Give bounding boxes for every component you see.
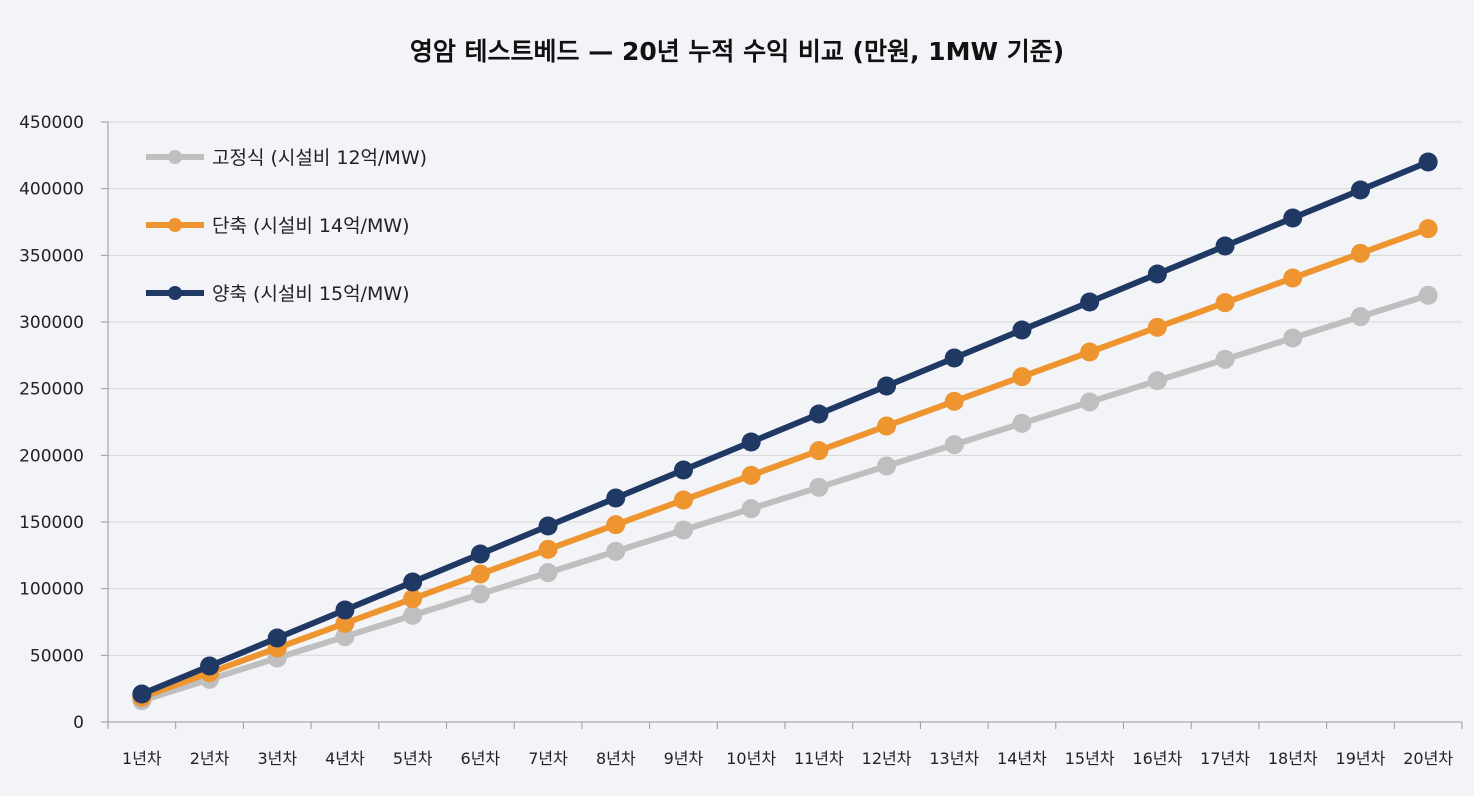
data-point [132, 684, 152, 704]
data-point [470, 544, 490, 564]
data-point [1080, 292, 1100, 312]
y-tick-label: 300000 [19, 313, 84, 333]
data-point [1283, 268, 1303, 288]
y-tick-label: 250000 [19, 380, 84, 400]
legend-swatch-marker [168, 150, 182, 164]
data-point [741, 432, 761, 452]
chart-title: 영암 테스트베드 — 20년 누적 수익 비교 (만원, 1MW 기준) [410, 37, 1064, 66]
data-point [1012, 413, 1032, 433]
x-tick-label: 14년차 [997, 749, 1047, 768]
x-tick-label: 11년차 [794, 749, 844, 768]
data-point [1350, 180, 1370, 200]
x-tick-label: 7년차 [528, 749, 568, 768]
data-point [606, 515, 626, 535]
data-point [1215, 349, 1235, 369]
data-point [1283, 328, 1303, 348]
y-tick-label: 150000 [19, 513, 84, 533]
x-tick-label: 6년차 [461, 749, 501, 768]
x-tick-label: 17년차 [1200, 749, 1250, 768]
series-line [140, 292, 1430, 704]
x-tick-label: 2년차 [190, 749, 230, 768]
y-tick-label: 200000 [19, 446, 84, 466]
data-point [1012, 367, 1032, 387]
y-tick-label: 350000 [19, 246, 84, 266]
data-point [470, 564, 490, 584]
y-tick-label: 450000 [19, 113, 84, 133]
data-point [1215, 236, 1235, 256]
series-0 [132, 285, 1438, 711]
data-point [809, 477, 829, 497]
x-tick-label: 12년차 [862, 749, 912, 768]
x-tick-label: 5년차 [393, 749, 433, 768]
data-point [1418, 219, 1438, 239]
data-point [877, 456, 897, 476]
data-point [403, 572, 423, 592]
x-tick-label: 9년차 [664, 749, 704, 768]
data-point [741, 499, 761, 519]
y-tick-label: 100000 [19, 580, 84, 600]
data-point [267, 628, 287, 648]
legend-swatch-marker [168, 218, 182, 232]
data-point [1283, 208, 1303, 228]
data-point [1147, 264, 1167, 284]
x-tick-label: 19년차 [1336, 749, 1386, 768]
data-point [470, 584, 490, 604]
legend-swatch-marker [168, 286, 182, 300]
data-point [538, 563, 558, 583]
data-point [1147, 317, 1167, 337]
x-tick-label: 15년차 [1065, 749, 1115, 768]
y-tick-label: 0 [73, 713, 84, 733]
data-point [606, 488, 626, 508]
data-point [741, 465, 761, 485]
x-tick-label: 3년차 [257, 749, 297, 768]
legend-label: 단축 (시설비 14억/MW) [212, 215, 410, 237]
y-tick-label: 400000 [19, 180, 84, 200]
data-point [1215, 293, 1235, 313]
data-point [335, 613, 355, 633]
data-point [335, 627, 355, 647]
x-tick-label: 10년차 [726, 749, 776, 768]
x-tick-label: 20년차 [1403, 749, 1453, 768]
data-point [1080, 392, 1100, 412]
y-tick-label: 50000 [30, 646, 84, 666]
series-line [140, 225, 1430, 701]
data-point [877, 376, 897, 396]
data-point [673, 490, 693, 510]
data-point [538, 516, 558, 536]
data-point [403, 605, 423, 625]
data-point [335, 600, 355, 620]
data-point [673, 520, 693, 540]
data-point [877, 416, 897, 436]
data-point [1147, 371, 1167, 391]
data-point [1080, 342, 1100, 362]
x-tick-label: 13년차 [929, 749, 979, 768]
data-point [538, 539, 558, 559]
series-2 [132, 152, 1438, 704]
legend-label: 양축 (시설비 15억/MW) [212, 283, 410, 305]
x-tick-label: 16년차 [1132, 749, 1182, 768]
series-line [140, 159, 1430, 697]
data-point [1012, 320, 1032, 340]
x-tick-label: 4년차 [325, 749, 365, 768]
x-tick-label: 1년차 [122, 749, 162, 768]
data-point [809, 404, 829, 424]
data-point [944, 391, 964, 411]
data-point [673, 460, 693, 480]
data-point [606, 541, 626, 561]
data-point [200, 656, 220, 676]
data-point [944, 435, 964, 455]
data-point [403, 589, 423, 609]
data-point [809, 441, 829, 461]
x-tick-label: 8년차 [596, 749, 636, 768]
data-point [1350, 243, 1370, 263]
data-point [944, 348, 964, 368]
data-point [1350, 307, 1370, 327]
legend-label: 고정식 (시설비 12억/MW) [212, 147, 427, 169]
x-tick-label: 18년차 [1268, 749, 1318, 768]
data-point [1418, 285, 1438, 305]
data-point [1418, 152, 1438, 172]
